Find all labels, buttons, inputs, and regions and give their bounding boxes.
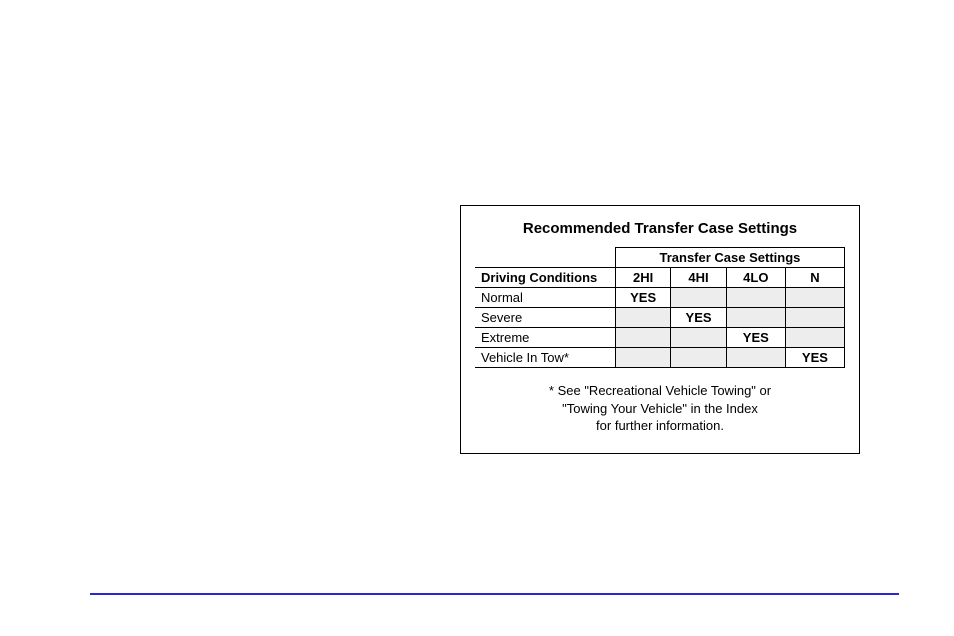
cell — [615, 328, 670, 348]
col-header: 4LO — [726, 268, 785, 288]
super-header: Transfer Case Settings — [615, 248, 844, 268]
cell: YES — [615, 288, 670, 308]
row-label: Normal — [475, 288, 615, 308]
table-row: Driving Conditions 2HI 4HI 4LO N — [475, 268, 845, 288]
cell — [671, 348, 726, 368]
row-label: Vehicle In Tow* — [475, 348, 615, 368]
blank-corner — [475, 248, 615, 268]
table-row: Transfer Case Settings — [475, 248, 845, 268]
col-header: 4HI — [671, 268, 726, 288]
cell — [785, 308, 844, 328]
panel-title: Recommended Transfer Case Settings — [475, 220, 845, 237]
cell — [726, 348, 785, 368]
rows-body: NormalYESSevereYESExtremeYESVehicle In T… — [475, 288, 845, 368]
col-header: N — [785, 268, 844, 288]
cell — [785, 288, 844, 308]
settings-table: Transfer Case Settings Driving Condition… — [475, 247, 845, 368]
cell — [615, 308, 670, 328]
cell: YES — [671, 308, 726, 328]
table-row: NormalYES — [475, 288, 845, 308]
table-row: Extreme YES — [475, 328, 845, 348]
cell — [615, 348, 670, 368]
cell — [726, 288, 785, 308]
cell — [726, 308, 785, 328]
settings-panel: Recommended Transfer Case Settings Trans… — [460, 205, 860, 454]
footnote-line: "Towing Your Vehicle" in the Index — [475, 400, 845, 418]
footnote: * See "Recreational Vehicle Towing" or "… — [475, 382, 845, 435]
cell: YES — [785, 348, 844, 368]
divider — [90, 593, 899, 595]
table-row: Severe YES — [475, 308, 845, 328]
row-label: Extreme — [475, 328, 615, 348]
row-header-label: Driving Conditions — [475, 268, 615, 288]
footnote-line: for further information. — [475, 417, 845, 435]
cell — [671, 328, 726, 348]
table-row: Vehicle In Tow* YES — [475, 348, 845, 368]
cell — [671, 288, 726, 308]
col-header: 2HI — [615, 268, 670, 288]
footnote-line: * See "Recreational Vehicle Towing" or — [475, 382, 845, 400]
cell: YES — [726, 328, 785, 348]
cell — [785, 328, 844, 348]
row-label: Severe — [475, 308, 615, 328]
